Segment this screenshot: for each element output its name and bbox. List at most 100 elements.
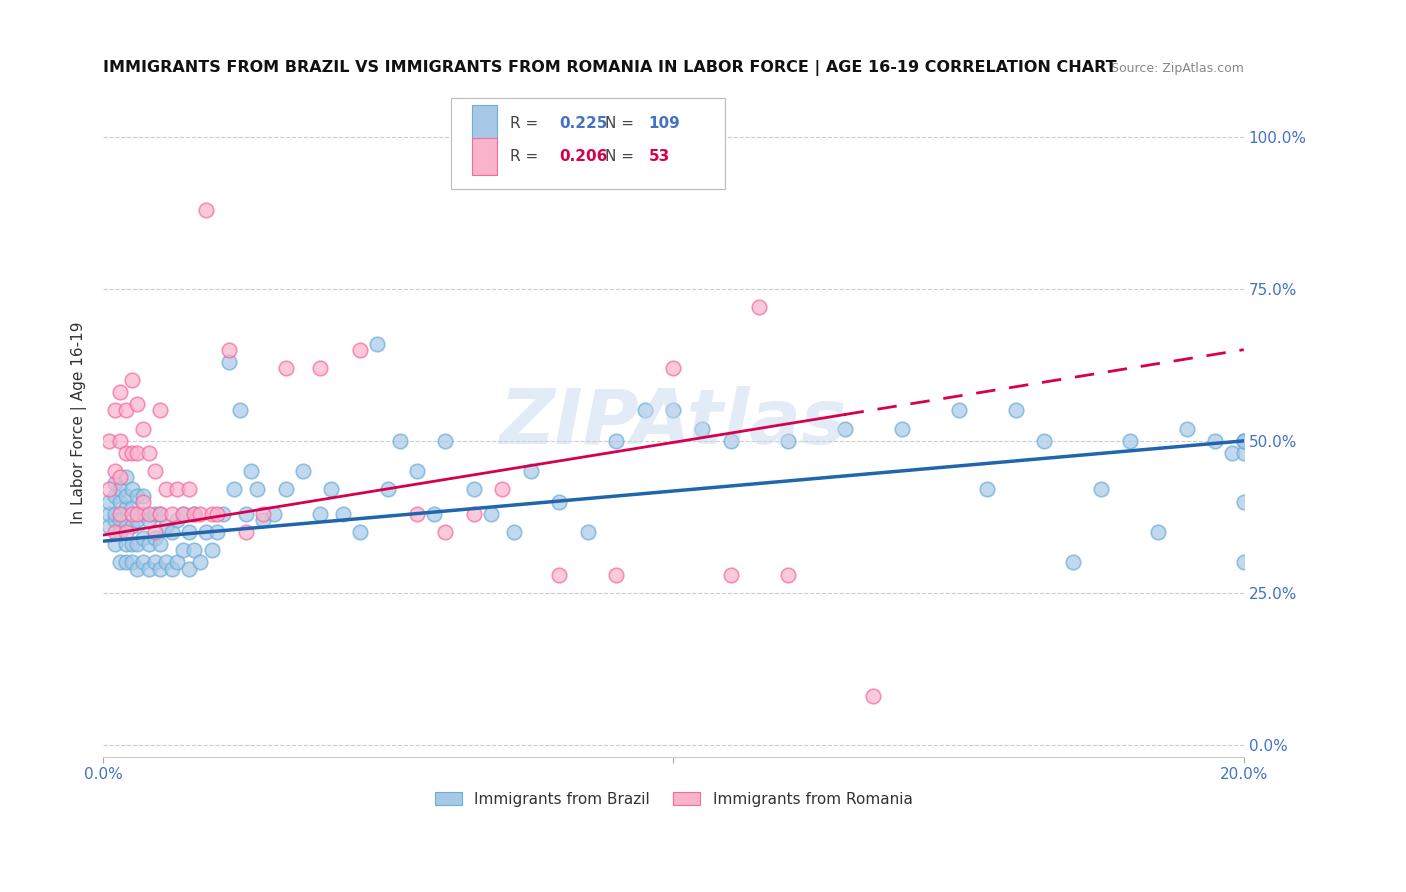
Point bbox=[252, 507, 274, 521]
Point bbox=[1062, 556, 1084, 570]
Point bbox=[177, 524, 200, 539]
Point bbox=[115, 519, 138, 533]
Text: 53: 53 bbox=[648, 149, 669, 164]
Point bbox=[1033, 434, 1056, 448]
Point bbox=[690, 422, 713, 436]
Point bbox=[121, 507, 143, 521]
Text: N =: N = bbox=[605, 149, 638, 164]
Text: 109: 109 bbox=[648, 116, 681, 130]
Point bbox=[115, 403, 138, 417]
Point bbox=[235, 524, 257, 539]
Point bbox=[834, 422, 856, 436]
FancyBboxPatch shape bbox=[451, 98, 725, 188]
Point bbox=[502, 524, 524, 539]
Point bbox=[662, 403, 685, 417]
Point bbox=[143, 524, 166, 539]
Point bbox=[110, 483, 132, 497]
Text: ZIPAtlas: ZIPAtlas bbox=[499, 385, 848, 459]
Point bbox=[155, 556, 177, 570]
Point bbox=[188, 556, 211, 570]
Point bbox=[166, 556, 188, 570]
Point bbox=[172, 507, 194, 521]
Point bbox=[110, 470, 132, 484]
Point bbox=[194, 202, 217, 217]
Point bbox=[1119, 434, 1142, 448]
Point bbox=[948, 403, 970, 417]
Point bbox=[132, 422, 155, 436]
Point bbox=[194, 524, 217, 539]
Point bbox=[720, 434, 742, 448]
Text: 0.225: 0.225 bbox=[560, 116, 607, 130]
Point bbox=[720, 567, 742, 582]
Text: Source: ZipAtlas.com: Source: ZipAtlas.com bbox=[1111, 62, 1244, 75]
Point bbox=[246, 483, 269, 497]
Point bbox=[224, 483, 246, 497]
Point bbox=[263, 507, 285, 521]
Point bbox=[143, 464, 166, 478]
Point bbox=[132, 507, 155, 521]
Point bbox=[138, 537, 160, 551]
Point bbox=[235, 507, 257, 521]
Point bbox=[207, 524, 229, 539]
Point bbox=[252, 513, 274, 527]
Point bbox=[309, 360, 332, 375]
Text: R =: R = bbox=[510, 149, 544, 164]
Point bbox=[177, 561, 200, 575]
Point bbox=[160, 524, 183, 539]
Point bbox=[155, 519, 177, 533]
Point bbox=[776, 434, 799, 448]
Point bbox=[1233, 434, 1256, 448]
Point bbox=[132, 531, 155, 545]
Point bbox=[143, 556, 166, 570]
Point bbox=[127, 507, 149, 521]
Point bbox=[166, 513, 188, 527]
Point bbox=[183, 507, 205, 521]
Point bbox=[149, 537, 172, 551]
Point bbox=[434, 524, 457, 539]
Point bbox=[405, 507, 427, 521]
Point bbox=[1090, 483, 1112, 497]
Point bbox=[1233, 494, 1256, 508]
Point bbox=[127, 397, 149, 411]
Point bbox=[104, 524, 127, 539]
Point bbox=[160, 561, 183, 575]
Text: R =: R = bbox=[510, 116, 544, 130]
Point bbox=[149, 507, 172, 521]
Point bbox=[115, 470, 138, 484]
Point bbox=[149, 561, 172, 575]
Point bbox=[1222, 446, 1244, 460]
Point bbox=[423, 507, 446, 521]
Point bbox=[132, 494, 155, 508]
Point bbox=[110, 494, 132, 508]
Point bbox=[274, 360, 297, 375]
Point bbox=[115, 446, 138, 460]
Point bbox=[143, 507, 166, 521]
Point bbox=[377, 483, 399, 497]
Point bbox=[1175, 422, 1198, 436]
Point bbox=[605, 434, 627, 448]
Point bbox=[104, 507, 127, 521]
Point bbox=[1233, 446, 1256, 460]
Point bbox=[110, 556, 132, 570]
Point bbox=[127, 489, 149, 503]
Point bbox=[548, 494, 571, 508]
Point bbox=[127, 446, 149, 460]
Point bbox=[121, 500, 143, 515]
Point bbox=[207, 507, 229, 521]
Text: IMMIGRANTS FROM BRAZIL VS IMMIGRANTS FROM ROMANIA IN LABOR FORCE | AGE 16-19 COR: IMMIGRANTS FROM BRAZIL VS IMMIGRANTS FRO… bbox=[103, 60, 1116, 76]
Point bbox=[634, 403, 657, 417]
Point bbox=[143, 531, 166, 545]
Point bbox=[121, 519, 143, 533]
Point bbox=[160, 507, 183, 521]
Point bbox=[520, 464, 543, 478]
Point bbox=[748, 300, 770, 314]
Point bbox=[97, 434, 120, 448]
Point bbox=[177, 483, 200, 497]
Point bbox=[110, 507, 132, 521]
Point bbox=[309, 507, 332, 521]
Point bbox=[155, 483, 177, 497]
Point bbox=[97, 483, 120, 497]
Bar bbox=[471, 138, 496, 175]
Point bbox=[200, 543, 222, 558]
Point bbox=[349, 343, 371, 357]
